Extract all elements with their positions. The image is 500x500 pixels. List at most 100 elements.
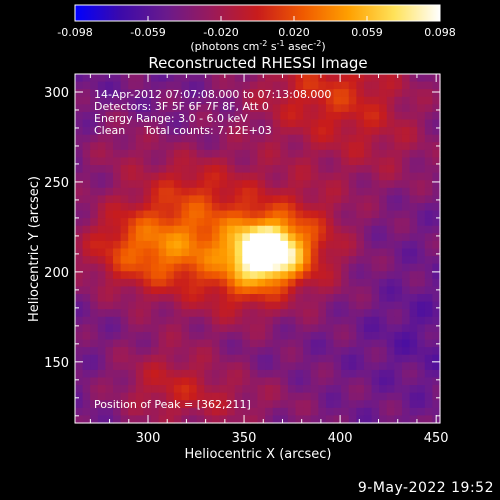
heatmap-cell [128,377,137,386]
heatmap-cell [348,324,357,333]
heatmap-cell [227,127,236,136]
heatmap-cell [242,225,251,234]
heatmap-cell [113,233,122,242]
heatmap-cell [242,362,251,371]
heatmap-cell [82,187,91,196]
heatmap-cell [356,96,365,105]
heatmap-cell [173,407,183,417]
heatmap-cell [386,210,395,219]
heatmap-cell [135,202,145,212]
heatmap-cell [97,225,107,234]
heatmap-cell [401,316,411,325]
heatmap-cell [113,278,122,288]
heatmap-cell [401,74,411,83]
heatmap-cell [75,294,84,303]
heatmap-cell [120,392,129,401]
heatmap-cell [113,369,122,379]
heatmap-cell [219,218,228,227]
heatmap-cell [189,354,198,363]
heatmap-cell [211,104,221,113]
heatmap-cell [242,385,251,394]
heatmap-cell [394,210,403,219]
heatmap-cell [173,104,183,113]
heatmap-cell [173,316,183,325]
colorbar-tick-label: -0.059 [130,26,165,39]
heatmap-cell [181,119,190,128]
heatmap-cell [173,172,183,181]
heatmap-cell [219,271,228,280]
heatmap-cell [166,369,175,379]
heatmap-cell [257,271,266,280]
heatmap-cell [82,233,91,242]
heatmap-cell [151,354,160,363]
heatmap-cell [287,271,297,280]
heatmap-cell [166,81,175,90]
heatmap-cell [75,263,84,272]
heatmap-cell [303,377,312,386]
heatmap-cell [371,180,380,189]
heatmap-cell [128,81,137,90]
heatmap-cell [318,74,327,83]
heatmap-cell [424,339,433,348]
heatmap-cell [120,369,129,379]
heatmap-cell [242,74,251,83]
heatmap-cell [348,81,357,90]
heatmap-cell [97,172,107,181]
heatmap-cell [295,256,304,265]
heatmap-cell [189,134,198,143]
heatmap-cell [409,324,418,333]
heatmap-cell [181,286,190,295]
heatmap-cell [105,362,114,371]
heatmap-cell [310,202,319,212]
heatmap-cell [166,127,175,136]
heatmap-cell [310,324,319,333]
heatmap-cell [310,271,319,280]
heatmap-cell [204,187,213,196]
heatmap-cell [325,172,335,181]
heatmap-cell [196,165,205,174]
heatmap-cell [219,407,228,417]
heatmap-cell [158,225,167,234]
heatmap-cell [219,377,228,386]
heatmap-cell [242,316,251,325]
heatmap-cell [120,104,129,113]
heatmap-cell [158,369,167,379]
heatmap-cell [265,134,274,143]
heatmap-cell [371,89,380,98]
heatmap-cell [219,324,228,333]
heatmap-cell [424,96,433,105]
heatmap-cell [234,377,243,386]
heatmap-cell [151,111,160,121]
heatmap-cell [333,233,342,242]
heatmap-cell [409,218,418,227]
heatmap-cell [204,240,213,250]
heatmap-cell [143,104,152,113]
heatmap-cell [82,263,91,272]
heatmap-cell [409,134,418,143]
heatmap-cell [204,89,213,98]
heatmap-cell [128,89,137,98]
heatmap-cell [173,271,183,280]
heatmap-cell [196,331,205,341]
heatmap-cell [280,172,289,181]
heatmap-cell [318,165,327,174]
heatmap-cell [181,104,190,113]
peak-position: Position of Peak = [362,211] [94,398,251,411]
heatmap-cell [211,407,221,417]
heatmap-cell [82,271,91,280]
heatmap-cell [227,233,236,242]
heatmap-cell [401,149,411,159]
heatmap-cell [227,301,236,310]
heatmap-cell [143,202,152,212]
heatmap-cell [318,278,327,288]
heatmap-cell [173,225,183,234]
heatmap-cell [249,286,259,295]
heatmap-cell [417,271,426,280]
heatmap-cell [394,369,403,379]
heatmap-cell [75,377,84,386]
heatmap-cell [211,263,221,272]
heatmap-cell [379,157,388,166]
heatmap-cell [211,195,221,204]
heatmap-cell [166,233,175,242]
heatmap-cell [97,240,107,250]
